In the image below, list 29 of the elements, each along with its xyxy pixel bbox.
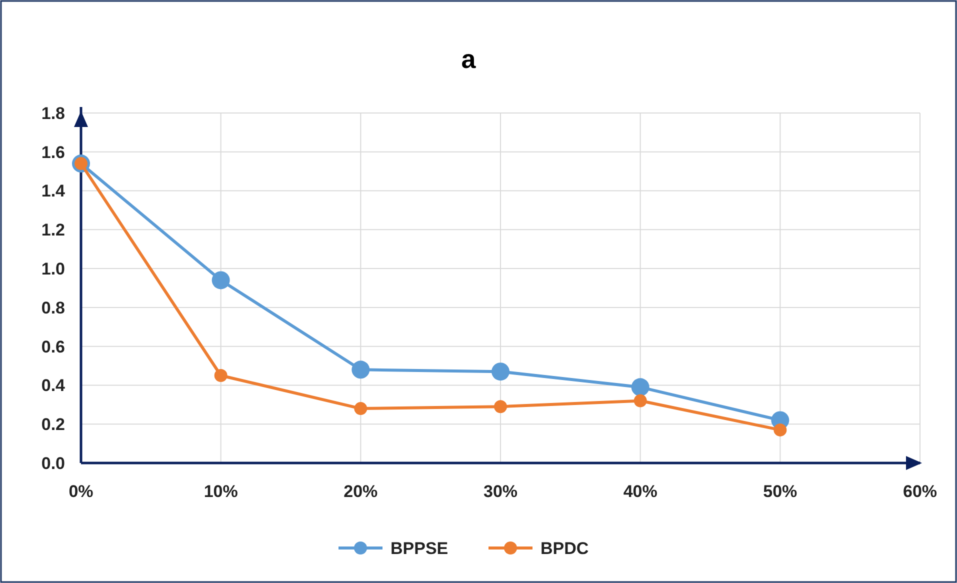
point [352, 360, 370, 379]
x-tick-label: 0% [68, 482, 94, 501]
point [354, 402, 368, 416]
point [631, 378, 650, 396]
x-tick-label: 50% [763, 482, 798, 501]
y-tick-label: 0.6 [41, 337, 65, 356]
chart-title: a [461, 44, 476, 74]
legend-label: BPPSE [390, 538, 448, 558]
y-tick-label: 0.0 [41, 454, 65, 473]
x-tick-label: 20% [344, 482, 378, 501]
y-tick-label: 1.0 [41, 260, 65, 279]
point [774, 423, 787, 436]
x-tick-label: 30% [483, 482, 518, 501]
y-tick-label: 0.8 [41, 298, 65, 318]
y-tick-label: 1.6 [41, 142, 65, 162]
y-tick-label: 0.4 [41, 376, 66, 396]
point [212, 271, 230, 290]
y-tick-label: 1.2 [41, 220, 65, 240]
legend-label: BPDC [540, 538, 589, 558]
y-tick-label: 0.2 [41, 415, 65, 434]
point [492, 362, 510, 381]
point [214, 369, 228, 382]
y-tick-label: 1.4 [41, 182, 66, 201]
x-tick-label: 60% [902, 482, 938, 501]
x-tick-label: 10% [204, 482, 238, 501]
point [634, 394, 647, 408]
x-tick-label: 40% [623, 482, 658, 501]
point [494, 400, 507, 414]
y-tick-label: 1.8 [41, 104, 65, 123]
